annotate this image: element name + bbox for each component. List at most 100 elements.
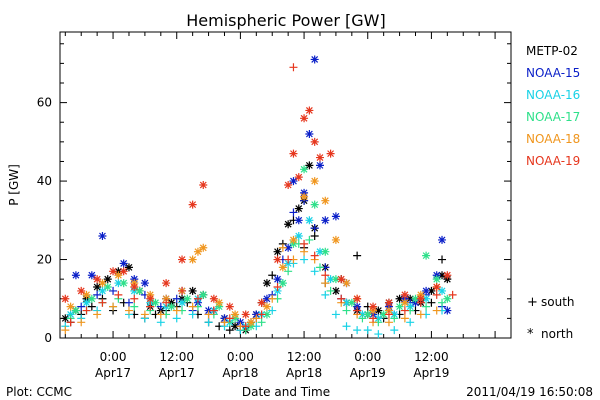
chart-title: Hemispheric Power [GW] — [186, 11, 385, 30]
data-point-south — [427, 298, 436, 307]
data-point-south — [326, 286, 335, 295]
legend-group: METP-02 NOAA-15 NOAA-16 NOAA-17 NOAA-18 NOAA-… — [526, 44, 580, 342]
x-tick-label-time: 0:00 — [354, 350, 381, 364]
x-tick-label-time: 0:00 — [227, 350, 254, 364]
data-point-south — [140, 310, 149, 319]
data-point-north — [416, 294, 425, 303]
y-tick-label: 60 — [37, 96, 52, 110]
x-tick-label-time: 0:00 — [100, 350, 127, 364]
data-point-north — [438, 235, 447, 244]
data-point-north — [119, 259, 128, 268]
x-tick-label-time: 12:00 — [414, 350, 449, 364]
data-point-north — [151, 298, 160, 307]
data-point-north — [178, 255, 187, 264]
data-point-south — [66, 318, 75, 327]
data-point-north — [326, 275, 335, 284]
data-point-north — [326, 149, 335, 158]
data-point-north — [384, 298, 393, 307]
data-point-north — [422, 286, 431, 295]
data-point-south — [268, 294, 277, 303]
data-point-north — [289, 149, 298, 158]
data-point-north — [305, 161, 314, 170]
data-point-north — [273, 275, 282, 284]
data-point-north — [294, 216, 303, 225]
plot-credit: Plot: CCMC — [6, 385, 72, 399]
data-point-north — [167, 302, 176, 311]
data-point-north — [294, 204, 303, 213]
data-point-north — [188, 200, 197, 209]
data-point-south — [124, 306, 133, 315]
data-point-north — [342, 279, 351, 288]
data-point-south — [422, 302, 431, 311]
plot-frame — [59, 31, 512, 339]
data-point-north — [98, 279, 107, 288]
data-point-south — [93, 290, 102, 299]
data-point-south — [188, 310, 197, 319]
data-point-south — [358, 314, 367, 323]
data-point-north — [321, 196, 330, 205]
x-tick-label-date: Apr19 — [413, 366, 449, 380]
data-point-south — [363, 326, 372, 335]
data-point-north — [98, 232, 107, 240]
data-point-north — [124, 263, 133, 272]
data-point-south — [448, 290, 457, 299]
data-point-south — [204, 318, 213, 327]
data-point-south — [390, 314, 399, 323]
data-point-north — [103, 275, 112, 284]
data-point-south — [225, 314, 234, 323]
data-point-north — [315, 247, 324, 256]
data-point-north — [209, 294, 218, 303]
data-point-south — [321, 279, 330, 288]
x-tick-label-date: Apr18 — [286, 366, 322, 380]
data-point-north — [321, 247, 330, 256]
data-point-north — [400, 298, 409, 307]
data-point-south — [114, 290, 123, 299]
data-point-north — [422, 294, 431, 303]
data-point-north — [231, 310, 240, 319]
data-point-north — [284, 181, 293, 189]
data-point-north — [87, 271, 96, 280]
data-point-north — [119, 279, 128, 288]
data-point-south — [416, 310, 425, 319]
data-point-north — [278, 279, 287, 288]
data-point-south — [300, 247, 309, 256]
legend-entry: METP-02 — [526, 44, 578, 58]
data-point-south — [384, 310, 393, 319]
data-point-south — [331, 310, 340, 319]
data-point-north — [331, 275, 340, 284]
data-point-north — [438, 271, 447, 280]
data-point-north — [162, 279, 171, 288]
data-point-north — [262, 310, 271, 319]
x-tick-label-date: Apr17 — [159, 366, 195, 380]
legend-entry: NOAA-15 — [526, 66, 580, 80]
data-point-north — [315, 161, 324, 170]
data-point-north — [273, 255, 282, 264]
data-point-north — [310, 55, 319, 64]
data-point-south — [61, 326, 70, 335]
data-point-south — [353, 251, 362, 260]
data-point-north — [183, 294, 192, 303]
data-point-north — [289, 177, 298, 186]
data-point-south — [390, 326, 399, 335]
data-point-south — [172, 306, 181, 315]
legend-entry: NOAA-18 — [526, 132, 580, 146]
x-tick-label-date: Apr19 — [350, 366, 386, 380]
data-point-south — [257, 310, 266, 319]
data-point-south — [109, 286, 118, 295]
data-point-south — [193, 294, 202, 303]
data-point-north — [82, 298, 91, 307]
data-point-south — [353, 306, 362, 315]
data-point-south — [124, 298, 133, 307]
data-point-south — [369, 314, 378, 323]
data-point-south — [252, 314, 261, 323]
data-point-south — [337, 294, 346, 303]
data-point-south — [225, 326, 234, 335]
data-point-north — [82, 290, 91, 299]
data-point-south — [278, 243, 287, 252]
data-point-north — [241, 310, 250, 319]
data-point-south — [257, 318, 266, 327]
data-point-north — [331, 235, 340, 244]
data-point-south — [156, 318, 165, 327]
marker-legend-label: north — [541, 327, 573, 341]
